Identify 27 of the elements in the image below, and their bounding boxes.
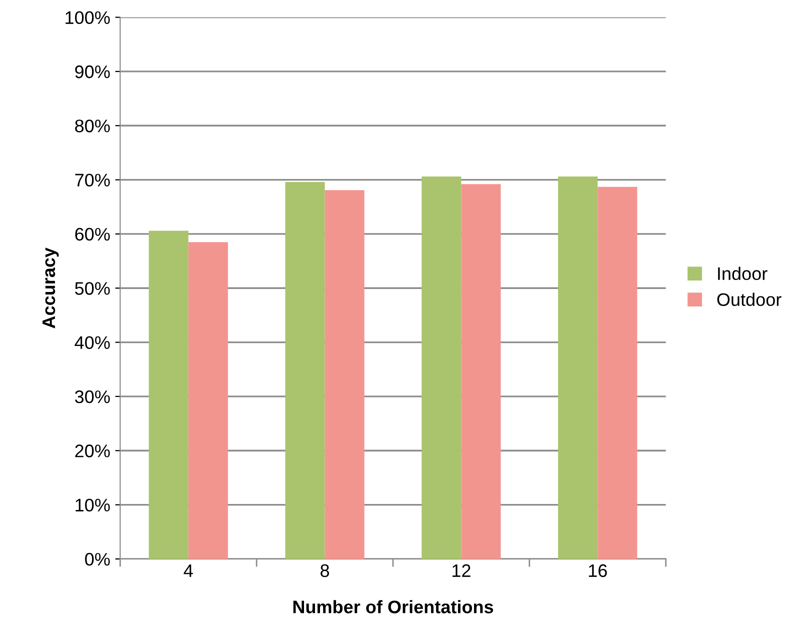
x-tick-label: 12 <box>452 564 470 577</box>
y-tick-label: 60% <box>75 228 110 241</box>
bar <box>285 182 325 559</box>
bar <box>461 184 501 559</box>
y-tick-label: 0% <box>85 552 110 566</box>
bar <box>188 242 228 559</box>
y-tick-label: 20% <box>75 444 110 458</box>
bar <box>324 190 364 559</box>
y-axis-title: Accuracy <box>42 248 59 328</box>
bar <box>148 230 188 559</box>
bar <box>422 176 462 559</box>
bar <box>558 176 598 559</box>
x-tick-label: 8 <box>320 564 330 578</box>
y-tick-label: 70% <box>75 174 110 187</box>
y-tick-label: 30% <box>75 390 110 404</box>
legend-label: Outdoor <box>717 292 782 306</box>
y-tick-label: 100% <box>66 11 110 24</box>
bar <box>598 186 638 559</box>
y-tick-label: 90% <box>75 65 110 78</box>
y-tick-label: 10% <box>76 498 110 512</box>
y-tick-label: 80% <box>75 120 110 132</box>
x-tick-label: 16 <box>588 564 607 578</box>
x-axis-title: Number of Orientations <box>293 600 494 614</box>
legend-label: Indoor <box>718 266 768 280</box>
x-tick-label: 4 <box>184 564 193 577</box>
y-tick-label: 50% <box>75 282 110 295</box>
y-tick-label: 40% <box>74 336 110 350</box>
